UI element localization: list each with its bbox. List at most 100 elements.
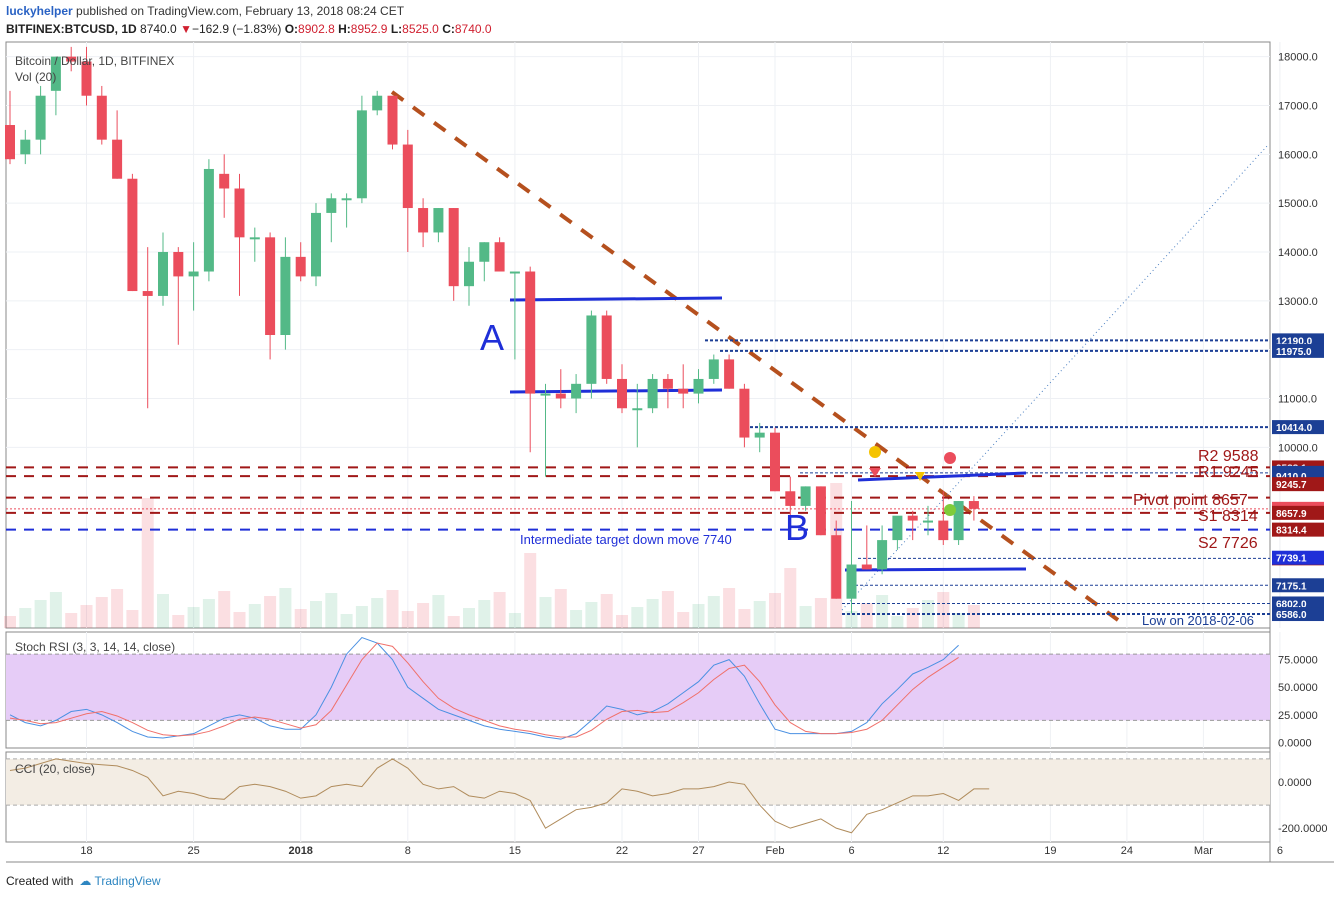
candle-body bbox=[158, 251, 168, 296]
candle-body bbox=[693, 378, 704, 394]
ohlc-line: BITFINEX:BTCUSD, 1D 8740.0 ▼−162.9 (−1.8… bbox=[6, 22, 492, 36]
volume-bar bbox=[692, 604, 705, 628]
y-tick-label: 17000.0 bbox=[1278, 100, 1318, 112]
volume-bar bbox=[631, 607, 644, 628]
x-tick-label: 2018 bbox=[288, 845, 312, 857]
y-tick-label: 16000.0 bbox=[1278, 149, 1318, 161]
candle-body bbox=[433, 208, 444, 233]
candle-body bbox=[968, 501, 979, 509]
cci-tick-label: 0.0000 bbox=[1278, 777, 1312, 789]
candle-body bbox=[448, 208, 459, 287]
candle-body bbox=[35, 95, 46, 140]
high-value: 8952.9 bbox=[350, 22, 388, 36]
candle-body bbox=[632, 408, 643, 411]
x-tick-label: 27 bbox=[692, 845, 704, 857]
r2-label: R2 9588 bbox=[1198, 448, 1259, 465]
volume-bar bbox=[524, 553, 537, 628]
volume-bar bbox=[218, 591, 231, 628]
volume-bar bbox=[111, 589, 124, 628]
tradingview-logo[interactable]: ☁ TradingView bbox=[79, 874, 160, 888]
price-change: −162.9 (−1.83%) bbox=[191, 22, 282, 36]
volume-bar bbox=[570, 610, 583, 628]
candle-body bbox=[525, 271, 536, 394]
volume-bar bbox=[19, 608, 32, 628]
candle-body bbox=[907, 515, 918, 521]
y-tick-label: 18000.0 bbox=[1278, 52, 1318, 64]
low-value: 8525.0 bbox=[402, 22, 439, 36]
tradingview-cloud-icon: ☁ bbox=[79, 874, 92, 888]
candle-body bbox=[877, 540, 888, 570]
volume-bar bbox=[677, 612, 690, 628]
candle-body bbox=[387, 95, 398, 145]
volume-bar bbox=[80, 605, 93, 628]
stoch-tick-label: 0.0000 bbox=[1278, 737, 1312, 749]
green-marker bbox=[944, 504, 956, 516]
price-label-text: 12190.0 bbox=[1276, 336, 1313, 347]
candle-body bbox=[479, 242, 490, 262]
stoch-tick-label: 50.0000 bbox=[1278, 682, 1318, 694]
volume-bar bbox=[310, 601, 322, 628]
stoch-d-line bbox=[9, 642, 959, 738]
cci-line bbox=[9, 758, 990, 834]
candle-body bbox=[846, 564, 857, 599]
volume-bar bbox=[738, 609, 751, 628]
s1-label: S1 8314 bbox=[1198, 508, 1258, 525]
candle-body bbox=[555, 393, 566, 399]
price-label-box bbox=[1272, 420, 1324, 435]
candle-body bbox=[938, 520, 949, 541]
volume-bar bbox=[463, 608, 475, 628]
candle-body bbox=[724, 359, 735, 389]
volume-bar bbox=[141, 498, 154, 628]
candle-body bbox=[586, 315, 597, 384]
s2-label: S2 7726 bbox=[1198, 535, 1258, 552]
low-label: L: bbox=[390, 22, 403, 36]
price-label-text: 6586.0 bbox=[1276, 610, 1307, 621]
volume-bar bbox=[707, 596, 720, 628]
price-label-text: 7739.1 bbox=[1276, 554, 1307, 565]
cci-title: CCI (20, close) bbox=[15, 762, 95, 776]
volume-bar bbox=[554, 589, 567, 628]
low-label: Low on 2018-02-06 bbox=[1142, 613, 1254, 628]
tradingview-brand: TradingView bbox=[94, 874, 161, 888]
range-a-label: A bbox=[480, 317, 504, 358]
cci-band bbox=[6, 758, 1270, 806]
x-tick-label: 25 bbox=[187, 845, 199, 857]
candle-body bbox=[142, 291, 153, 296]
x-tick-label: 18 bbox=[80, 845, 92, 857]
stoch-title: Stoch RSI (3, 3, 14, 14, close) bbox=[15, 640, 175, 654]
volume-bar bbox=[860, 603, 873, 628]
volume-bar bbox=[600, 594, 613, 628]
close-label: C: bbox=[442, 22, 455, 36]
r1-label: R1 9245 bbox=[1198, 464, 1259, 481]
cci-tick-label: -200.0000 bbox=[1278, 823, 1328, 835]
candle-body bbox=[20, 139, 31, 155]
stoch-tick-label: 75.0000 bbox=[1278, 655, 1318, 667]
candle-body bbox=[173, 251, 184, 277]
price-label-box bbox=[1272, 578, 1324, 593]
volume-bar bbox=[34, 600, 47, 628]
candle-body bbox=[647, 378, 658, 409]
volume-bar bbox=[723, 588, 736, 628]
candle-body bbox=[815, 486, 826, 536]
candle-body bbox=[66, 56, 77, 62]
candle-body bbox=[402, 144, 413, 209]
volume-bar bbox=[248, 604, 261, 628]
volume-bar bbox=[799, 606, 812, 628]
candle-body bbox=[861, 564, 872, 570]
x-tick-label: 22 bbox=[616, 845, 628, 857]
candle-body bbox=[494, 242, 505, 272]
volume-bar bbox=[539, 597, 552, 628]
yellow-triangle-marker bbox=[915, 472, 925, 481]
candle-body bbox=[265, 237, 276, 335]
price-label-text: 6802.0 bbox=[1276, 599, 1307, 610]
candle-body bbox=[249, 237, 260, 240]
red-marker bbox=[944, 452, 956, 464]
candle-body bbox=[509, 271, 520, 274]
author-link[interactable]: luckyhelper bbox=[6, 4, 73, 18]
volume-bar bbox=[386, 590, 399, 628]
volume-bar bbox=[937, 592, 950, 628]
volume-bar bbox=[172, 615, 185, 628]
range-b-top-line bbox=[857, 471, 1027, 482]
red-triangle-marker bbox=[869, 468, 881, 477]
